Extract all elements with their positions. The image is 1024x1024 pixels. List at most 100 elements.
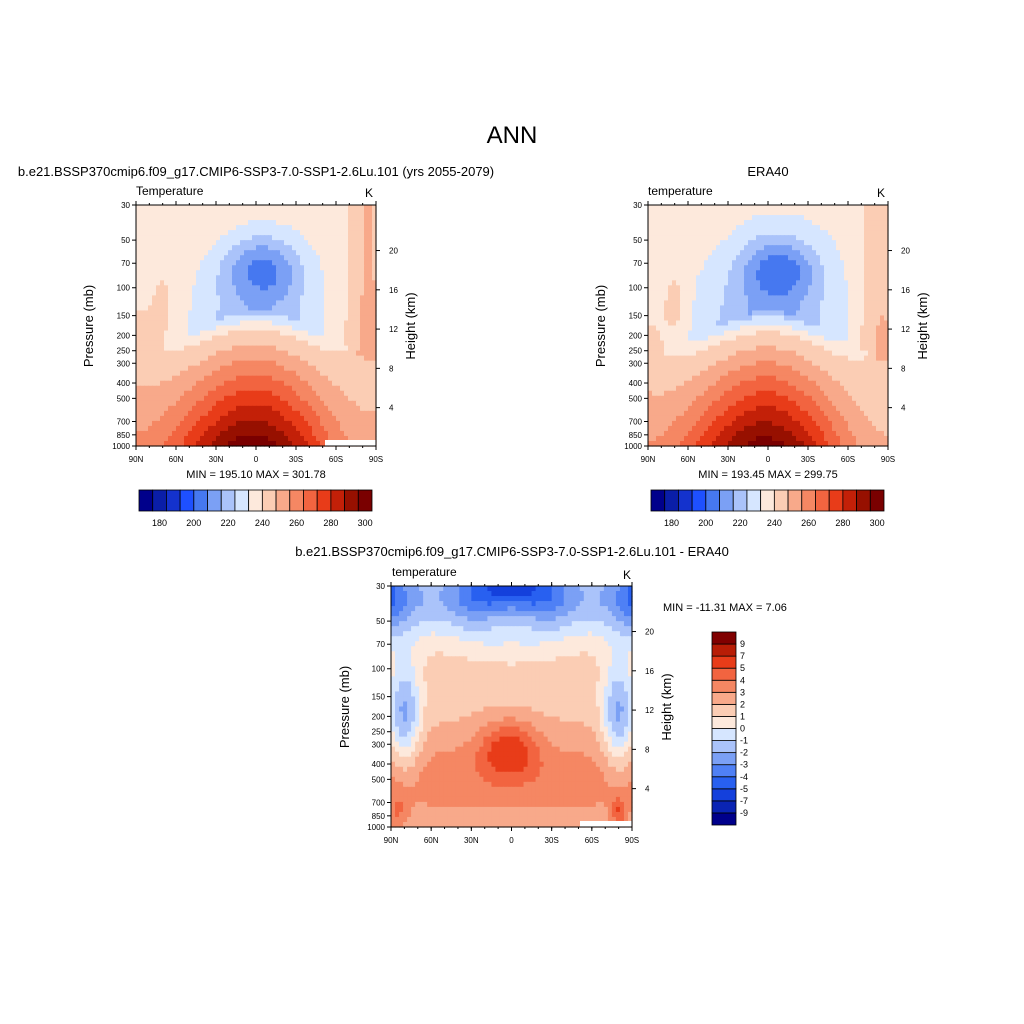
contour-cell <box>288 410 293 417</box>
contour-cell <box>164 350 169 357</box>
contour-cell <box>720 255 725 261</box>
contour-cell <box>660 315 665 322</box>
contour-cell <box>244 395 249 402</box>
contour-cell <box>840 230 845 236</box>
contour-cell <box>684 225 689 231</box>
contour-cell <box>144 435 149 442</box>
contour-cell <box>876 230 881 236</box>
contour-cell <box>824 230 829 236</box>
contour-cell <box>784 265 789 271</box>
contour-cell <box>364 330 369 337</box>
contour-cell <box>776 335 781 342</box>
contour-cell <box>248 285 253 291</box>
contour-cell <box>216 415 221 422</box>
contour-cell <box>864 260 869 266</box>
contour-cell <box>180 385 185 392</box>
contour-cell <box>208 210 213 216</box>
contour-cell <box>216 240 221 246</box>
contour-cell <box>256 255 261 261</box>
contour-cell <box>688 210 693 216</box>
contour-cell <box>320 405 325 412</box>
contour-cell <box>760 280 765 286</box>
contour-cell <box>276 205 281 211</box>
contour-cell <box>712 210 717 216</box>
contour-cell <box>332 250 337 256</box>
contour-cell <box>216 295 221 301</box>
contour-cell <box>300 295 305 301</box>
contour-cell <box>156 245 161 251</box>
contour-cell <box>700 265 705 271</box>
contour-cell <box>668 250 673 256</box>
contour-cell <box>168 210 173 216</box>
contour-cell <box>244 330 249 337</box>
contour-cell <box>352 230 357 236</box>
contour-cell <box>224 210 229 216</box>
contour-cell <box>180 340 185 347</box>
contour-cell <box>296 315 301 322</box>
contour-cell <box>864 300 869 307</box>
contour-cell <box>236 220 241 226</box>
contour-cell <box>312 240 317 246</box>
contour-cell <box>776 300 781 307</box>
contour-cell <box>244 290 249 296</box>
contour-cell <box>256 355 261 362</box>
contour-cell <box>744 335 749 342</box>
contour-cell <box>348 285 353 291</box>
contour-cell <box>780 230 785 236</box>
contour-cell <box>192 245 197 251</box>
contour-cell <box>280 210 285 216</box>
contour-cell <box>324 205 329 211</box>
contour-cell <box>824 240 829 246</box>
contour-cell <box>648 355 653 362</box>
contour-cell <box>700 205 705 211</box>
contour-cell <box>800 280 805 286</box>
contour-cell <box>776 325 781 332</box>
contour-cell <box>228 260 233 266</box>
contour-cell <box>712 300 717 307</box>
contour-cell <box>352 245 357 251</box>
contour-cell <box>708 265 713 271</box>
contour-cell <box>348 400 353 407</box>
contour-cell <box>320 330 325 337</box>
contour-cell <box>764 285 769 291</box>
contour-cell <box>176 365 181 372</box>
contour-cell <box>368 300 373 307</box>
contour-cell <box>368 415 373 422</box>
contour-cell <box>708 310 713 317</box>
contour-cell <box>164 440 169 447</box>
contour-cell <box>352 340 357 347</box>
contour-cell <box>752 240 757 246</box>
contour-cell <box>344 355 349 362</box>
contour-cell <box>148 365 153 372</box>
contour-cell <box>856 220 861 226</box>
contour-cell <box>848 225 853 231</box>
contour-cell <box>152 355 157 362</box>
contour-cell <box>320 315 325 322</box>
contour-cell <box>192 380 197 387</box>
contour-cell <box>268 280 273 286</box>
contour-cell <box>648 205 653 211</box>
contour-cell <box>152 305 157 312</box>
contour-cell <box>308 280 313 286</box>
contour-cell <box>140 285 145 291</box>
contour-cell <box>844 225 849 231</box>
contour-cell <box>292 355 297 362</box>
contour-cell <box>732 300 737 307</box>
contour-cell <box>692 330 697 337</box>
contour-cell <box>228 210 233 216</box>
contour-cell <box>808 255 813 261</box>
contour-cell <box>176 240 181 246</box>
contour-cell <box>868 275 873 281</box>
x-tick-label: 60S <box>329 455 343 464</box>
contour-cell <box>304 290 309 296</box>
contour-cell <box>772 365 777 372</box>
contour-cell <box>876 305 881 312</box>
contour-cell <box>856 230 861 236</box>
contour-cell <box>188 230 193 236</box>
contour-cell <box>364 420 369 427</box>
contour-cell <box>148 425 153 432</box>
contour-cell <box>820 235 825 241</box>
contour-cell <box>228 400 233 407</box>
contour-cell <box>336 365 341 372</box>
contour-cell <box>804 275 809 281</box>
